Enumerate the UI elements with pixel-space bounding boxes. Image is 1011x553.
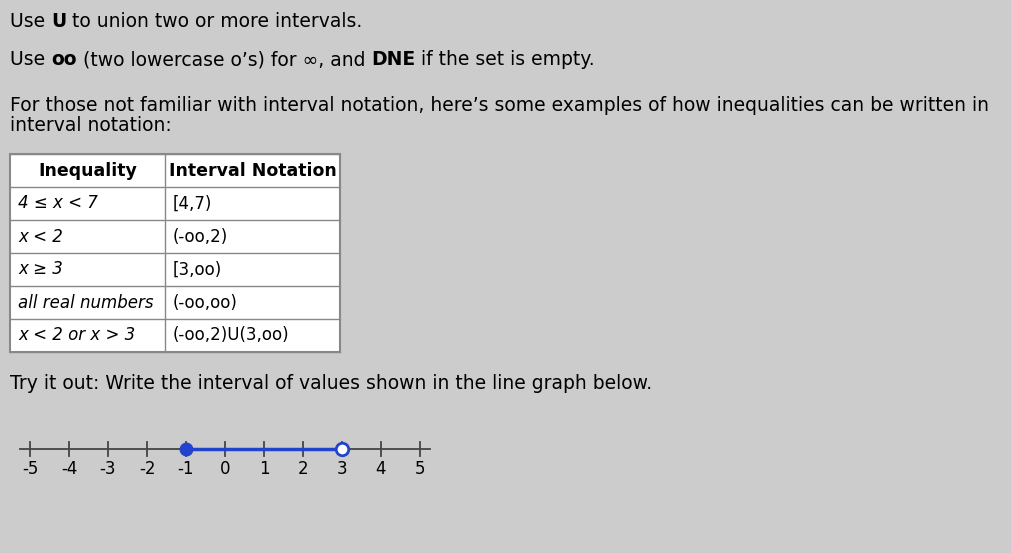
Text: x < 2: x < 2	[18, 227, 63, 246]
Text: 1: 1	[259, 460, 269, 478]
Text: -1: -1	[178, 460, 194, 478]
Text: [3,oo): [3,oo)	[173, 260, 222, 279]
Text: Try it out: Write the interval of values shown in the line graph below.: Try it out: Write the interval of values…	[10, 374, 652, 393]
Text: -3: -3	[100, 460, 116, 478]
Text: U: U	[52, 12, 67, 31]
Text: -4: -4	[61, 460, 77, 478]
Text: 0: 0	[219, 460, 231, 478]
Bar	[10, 154, 340, 352]
Text: Use: Use	[10, 12, 52, 31]
Text: [4,7): [4,7)	[173, 195, 212, 212]
Text: (-oo,oo): (-oo,oo)	[173, 294, 238, 311]
Text: -2: -2	[139, 460, 156, 478]
Text: (-oo,2)U(3,oo): (-oo,2)U(3,oo)	[173, 326, 289, 345]
Text: 4 ≤ x < 7: 4 ≤ x < 7	[18, 195, 98, 212]
Text: x < 2 or x > 3: x < 2 or x > 3	[18, 326, 135, 345]
Text: Use: Use	[10, 50, 52, 69]
Text: For those not familiar with interval notation, here’s some examples of how inequ: For those not familiar with interval not…	[10, 96, 989, 115]
Text: interval notation:: interval notation:	[10, 116, 172, 135]
Text: -5: -5	[22, 460, 38, 478]
Text: all real numbers: all real numbers	[18, 294, 154, 311]
Text: 4: 4	[376, 460, 386, 478]
Text: oo: oo	[52, 50, 77, 69]
Text: Interval Notation: Interval Notation	[169, 161, 337, 180]
Text: (two lowercase o’s) for ∞, and: (two lowercase o’s) for ∞, and	[77, 50, 371, 69]
Text: (-oo,2): (-oo,2)	[173, 227, 228, 246]
Text: Inequality: Inequality	[38, 161, 136, 180]
Text: DNE: DNE	[371, 50, 416, 69]
Text: 5: 5	[415, 460, 426, 478]
Text: if the set is empty.: if the set is empty.	[416, 50, 594, 69]
Text: to union two or more intervals.: to union two or more intervals.	[67, 12, 363, 31]
Text: 2: 2	[297, 460, 308, 478]
Text: 3: 3	[337, 460, 348, 478]
Text: x ≥ 3: x ≥ 3	[18, 260, 63, 279]
